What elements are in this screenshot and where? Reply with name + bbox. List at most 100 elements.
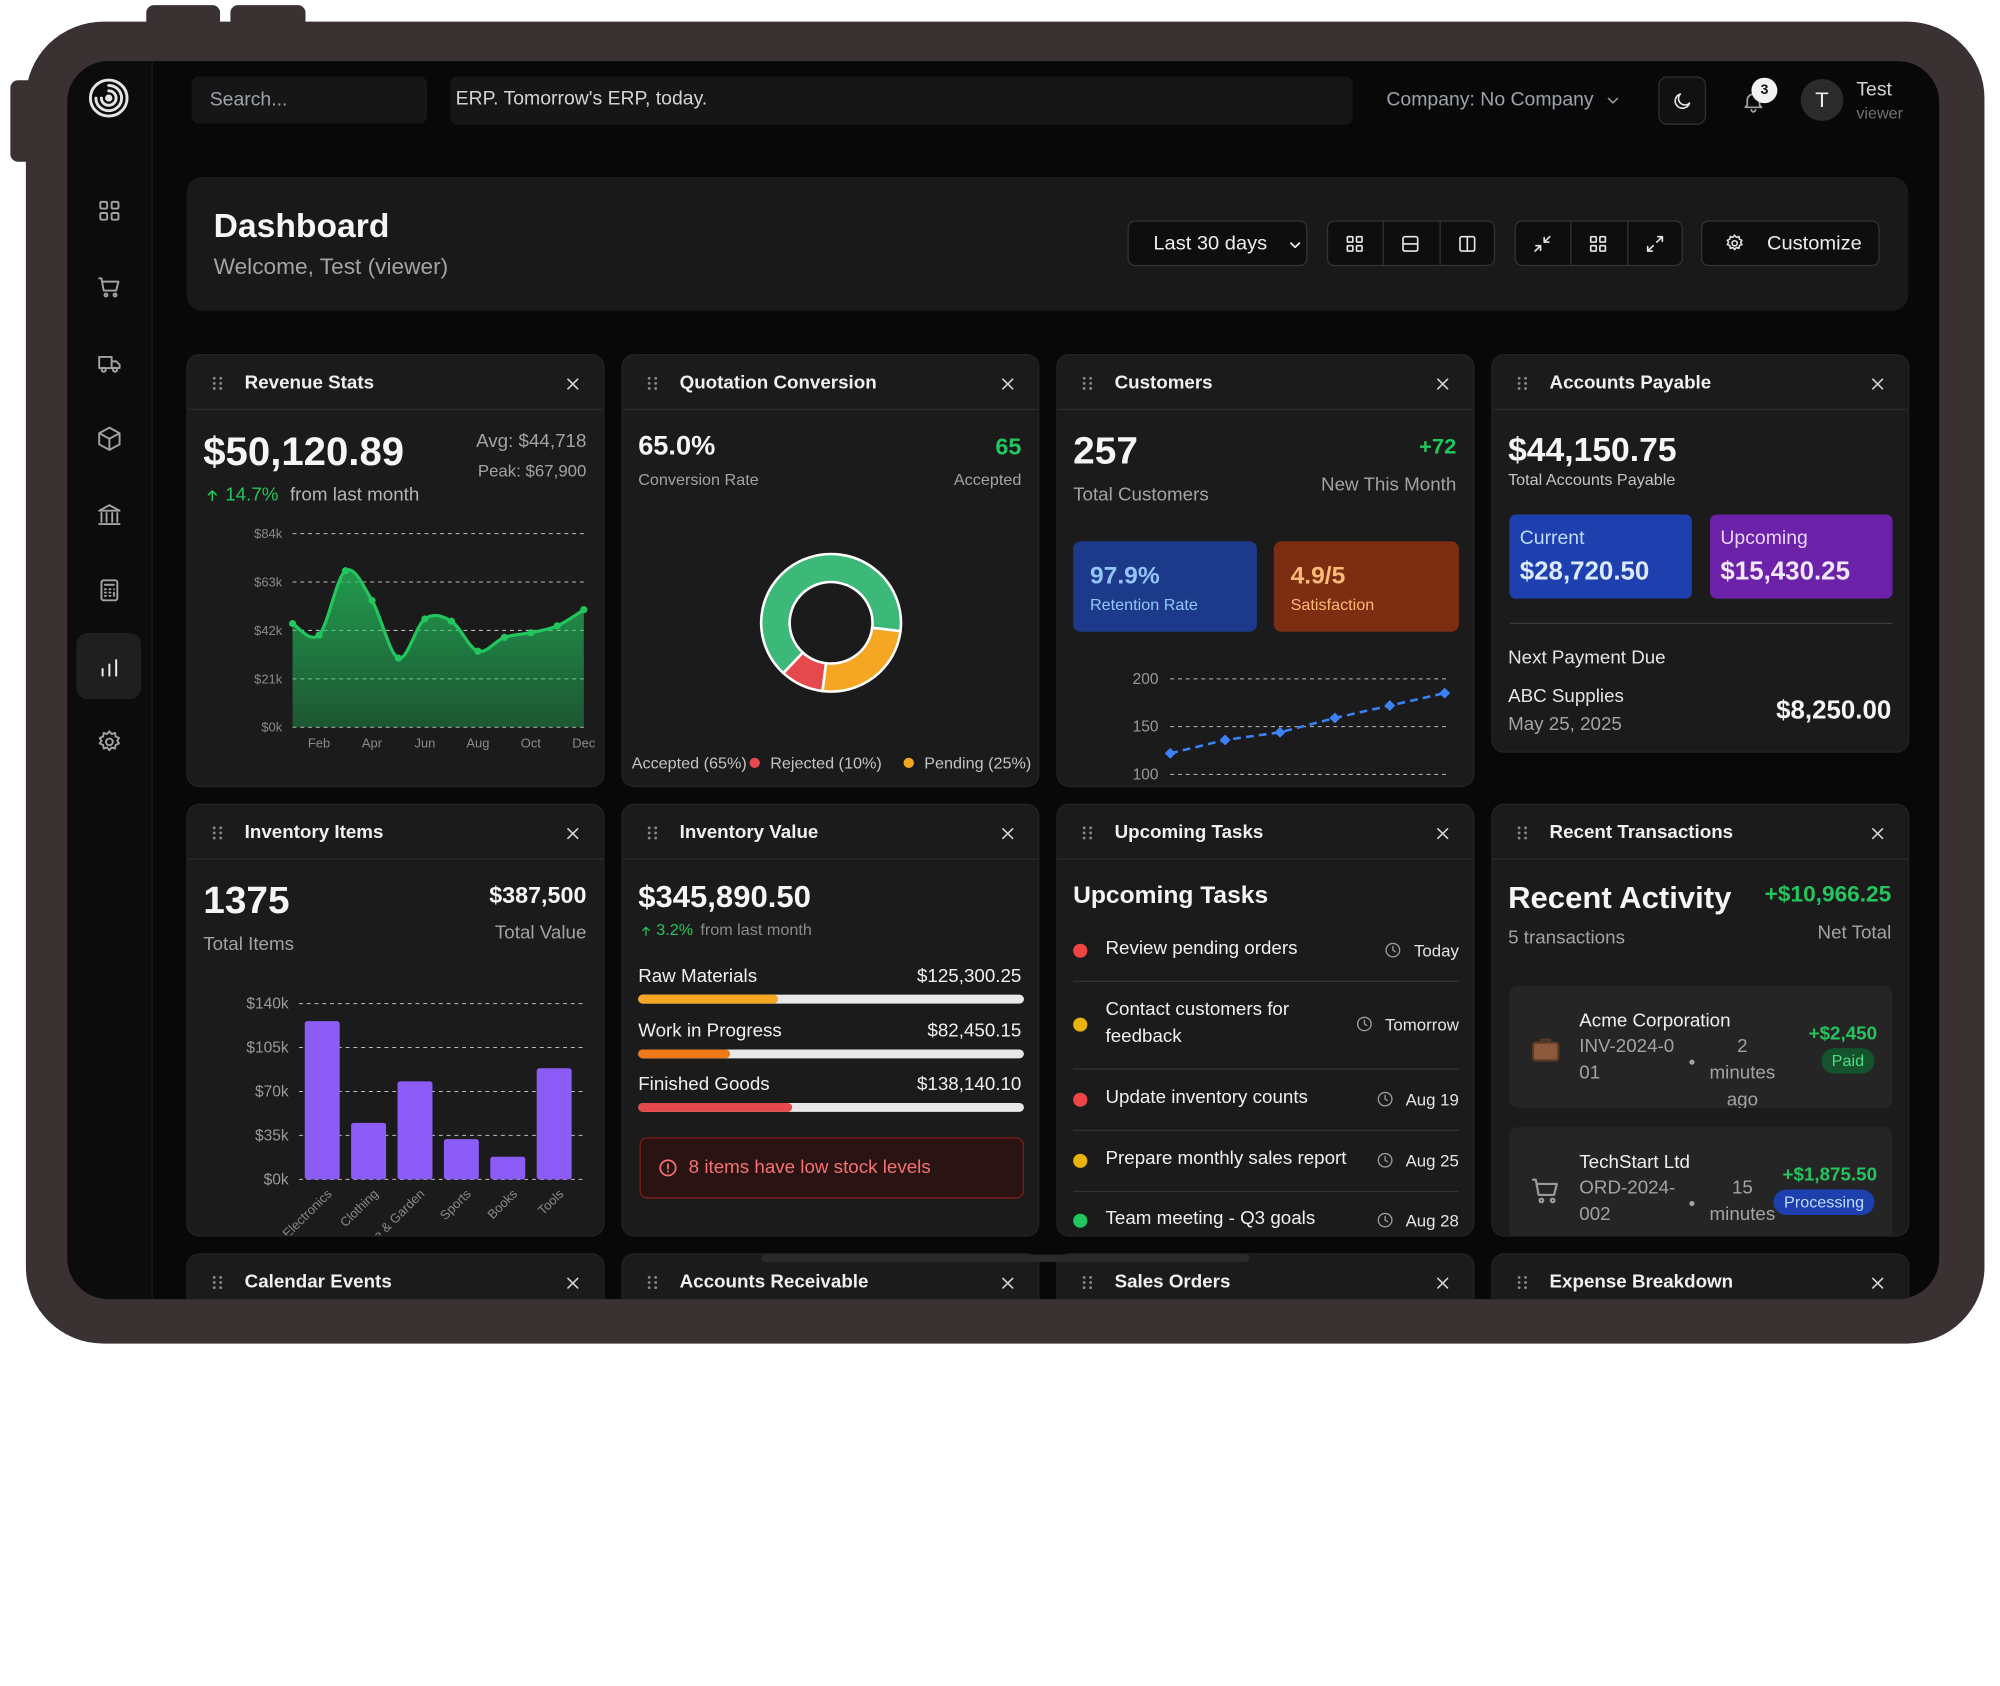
inventory-total-value: $387,500 [489,882,587,908]
nav-icon[interactable] [95,350,122,377]
theme-button[interactable] [1658,76,1707,125]
nav-icon[interactable] [95,653,122,680]
transaction-item[interactable]: Acme Corporation INV-2024-001 2 minutes ag… [1509,985,1893,1109]
widget-header [1057,355,1474,411]
transaction-amount: +$1,875.50 [1782,1165,1878,1186]
drag-handle[interactable] [212,825,223,840]
drag-handle[interactable] [647,1275,658,1290]
close-button[interactable] [1432,374,1451,393]
legend-swatch [749,757,760,768]
transaction-party: Acme Corporation [1579,1011,1731,1032]
upcoming-card [1710,514,1893,599]
date-range-select[interactable] [1127,220,1308,267]
layout-button[interactable] [1456,232,1478,254]
data-point [394,654,403,662]
drag-dot [1524,1281,1527,1284]
layout-button-shape [1355,244,1363,252]
clock-icon-shape [1385,942,1401,958]
drag-dot [1524,1276,1527,1279]
customize-button[interactable] [1700,220,1880,267]
layout-button[interactable] [1587,232,1609,254]
progress-bar [638,1048,731,1058]
drag-dot [1517,826,1521,830]
close-button[interactable] [997,823,1016,842]
close-button[interactable] [997,1273,1016,1292]
task-due-text: Aug 28 [1405,1210,1459,1230]
screen: Search... ERP. Tomorrow's ERP, today. Comp… [67,61,1940,1300]
transaction-item[interactable]: TechStart Ltd ORD-2024-002 15 minutes ago +… [1509,1127,1893,1236]
task-row[interactable]: Review pending orders Today [1073,922,1459,978]
drag-dot [1517,831,1521,835]
task-due: Tomorrow [1355,1014,1459,1034]
task-due-text: Today [1413,940,1459,960]
nav-icon-shape [98,200,108,209]
nav-icon[interactable] [95,728,122,755]
task-status-dot [1073,1016,1088,1031]
drag-handle[interactable] [647,825,658,840]
drag-dot [647,381,651,385]
close-button[interactable] [1432,1273,1451,1292]
nav-icon-shape [97,355,120,369]
task-row[interactable]: Contact customers for feedback Tomorrow [1073,996,1459,1052]
task-due: Today [1384,941,1459,960]
task-divider [1073,1129,1459,1131]
close-button-shape [1871,1276,1883,1289]
clock-icon-shape [1363,1019,1368,1027]
drag-handle[interactable] [212,1275,223,1290]
layout-button[interactable] [1531,232,1553,254]
nav-icon[interactable] [95,273,122,300]
drag-handle[interactable] [1082,1275,1093,1290]
task-row[interactable]: Update inventory counts Aug 19 [1073,1071,1459,1127]
close-button[interactable] [562,823,581,842]
progress-bar [638,1102,793,1112]
drag-handle[interactable] [1082,376,1093,391]
layout-button[interactable] [1344,232,1366,254]
layout-button[interactable] [1643,232,1665,254]
avatar[interactable]: T [1800,78,1844,121]
transaction-time: 2 minutes ago [1709,1036,1776,1109]
transaction-icon-shape [1549,1197,1556,1204]
layout-button-shape [1534,235,1551,252]
drag-handle[interactable] [1082,825,1093,840]
drag-dot [1524,387,1527,390]
drag-handle[interactable] [1517,376,1527,391]
drag-dot [647,1276,651,1279]
search-placeholder: Search... [209,88,288,111]
drag-dot [1089,831,1093,835]
close-button[interactable] [1432,823,1451,842]
close-button[interactable] [1867,1273,1886,1292]
stock-amount: $125,300.25 [916,966,1022,988]
y-tick-label: $35k [255,1128,289,1145]
retention-value: 97.9% [1089,563,1160,590]
clock-icon-shape [1377,1091,1393,1107]
close-button[interactable] [562,1273,581,1292]
nav-icon[interactable] [95,197,122,224]
clock-icon-shape [1392,945,1397,953]
drag-handle[interactable] [647,376,658,391]
close-button[interactable] [1867,823,1886,842]
task-due: Aug 28 [1376,1211,1459,1230]
task-row[interactable]: Prepare monthly sales report Aug 25 [1073,1132,1459,1188]
nav-icon-shape [102,291,108,297]
nav-icon[interactable] [95,501,122,528]
close-button[interactable] [562,374,581,393]
task-due-text: Aug 25 [1405,1150,1459,1170]
drag-handle[interactable] [1517,825,1527,840]
inventory-change: 3.2% [656,921,694,939]
drag-handle[interactable] [212,376,223,391]
close-button[interactable] [997,374,1016,393]
layout-button[interactable] [1400,232,1422,254]
search-box[interactable] [191,76,428,124]
drag-dot [1089,1281,1093,1284]
nav-icon[interactable] [95,576,122,603]
nav-icon[interactable] [95,425,122,452]
company-select[interactable]: Company: No Company [1386,88,1594,111]
divider [1509,622,1893,625]
drag-handle[interactable] [1517,1275,1527,1290]
moon-icon-shape [1673,92,1690,109]
drag-dot [219,381,223,385]
task-row[interactable]: Team meeting - Q3 goals Aug 28 [1073,1192,1459,1235]
drag-dot [654,1276,658,1279]
net-total-label: Net Total [1817,923,1892,944]
close-button[interactable] [1867,374,1886,393]
